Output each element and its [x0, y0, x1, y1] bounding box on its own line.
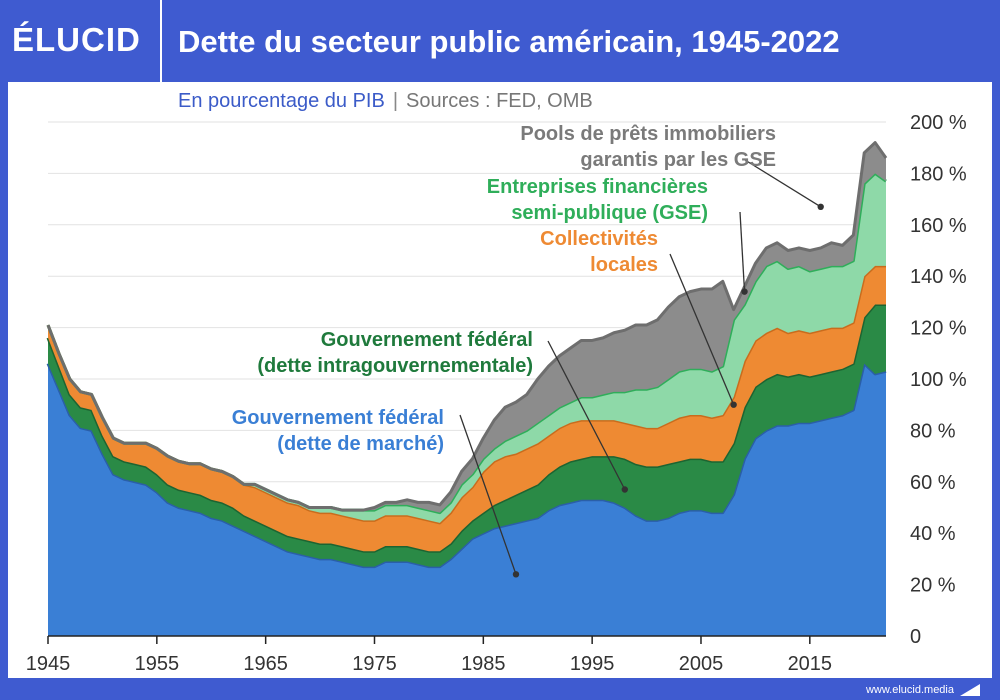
- y-tick-label: 180 %: [910, 163, 967, 185]
- subtitle-unit: En pourcentage du PIB: [178, 90, 385, 112]
- elucid-logo: ÉLUCID: [12, 21, 141, 58]
- elucid-mark-icon: [960, 684, 980, 696]
- annotation-dot: [730, 401, 737, 408]
- y-tick-label: 20 %: [910, 575, 956, 597]
- header-bar: ÉLUCID Dette du secteur public américain…: [0, 0, 1000, 82]
- annotation-label: Gouvernement fédéral (dette de marché): [232, 407, 444, 455]
- x-tick-label: 1995: [570, 653, 615, 675]
- annotation-dot: [512, 571, 520, 578]
- annotation-dot: [741, 288, 748, 295]
- x-tick-label: 2015: [788, 653, 833, 675]
- y-tick-label: 120 %: [910, 318, 967, 340]
- y-tick-label: 160 %: [910, 215, 967, 237]
- annotation-label: Pools de prêts immobiliers garantis par l…: [520, 123, 776, 171]
- annotation-dot: [817, 203, 824, 211]
- area-series-4: [48, 142, 886, 513]
- x-tick-label: 1945: [26, 653, 71, 675]
- chart-subtitle: En pourcentage du PIB | Sources : FED, OMB: [178, 88, 593, 114]
- annotation-leader-line: [459, 414, 517, 575]
- annotation-leader-line: [744, 159, 822, 208]
- x-tick-label: 1955: [135, 653, 180, 675]
- area-series-1: [48, 304, 886, 567]
- y-tick-label: 80 %: [910, 420, 956, 442]
- area-series-0: [48, 363, 886, 636]
- x-tick-label: 2005: [679, 653, 724, 675]
- footer-url: www.elucid.media: [865, 684, 954, 696]
- y-tick-label: 40 %: [910, 523, 956, 545]
- subtitle-sources: Sources : FED, OMB: [406, 90, 593, 112]
- annotation-label: Entreprises financières semi-publique (GS…: [487, 176, 708, 224]
- y-tick-label: 0: [910, 626, 921, 648]
- subtitle-separator: |: [392, 90, 399, 112]
- y-tick-label: 60 %: [910, 472, 956, 494]
- x-tick-label: 1965: [243, 653, 288, 675]
- annotation-label: Gouvernement fédéral (dette intragouverne…: [257, 329, 533, 377]
- y-tick-label: 200 %: [910, 112, 967, 134]
- x-tick-label: 1985: [461, 653, 506, 675]
- annotation-leader-line: [669, 253, 735, 405]
- annotation-dot: [621, 486, 629, 493]
- x-tick-label: 1975: [352, 653, 397, 675]
- chart-title: Dette du secteur public américain, 1945-…: [178, 24, 840, 59]
- annotation-label: Collectivités locales: [540, 228, 658, 276]
- y-tick-label: 100 %: [910, 369, 967, 391]
- header-divider: [160, 0, 162, 82]
- annotation-leader-line: [547, 340, 626, 490]
- y-tick-label: 140 %: [910, 266, 967, 288]
- annotation-leader-line: [739, 211, 746, 292]
- area-top-line-4: [46, 141, 888, 512]
